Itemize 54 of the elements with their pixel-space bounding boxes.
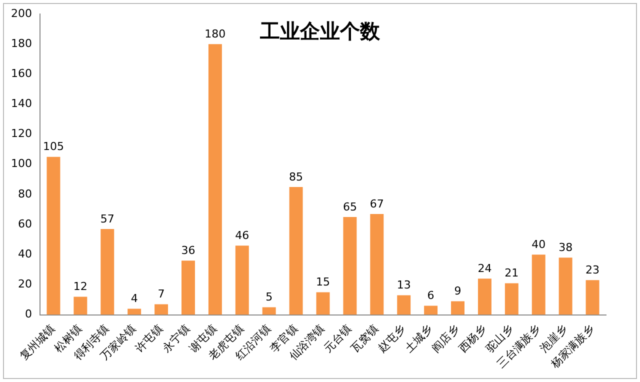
data-label: 4 <box>130 292 138 306</box>
y-tick-label: 0 <box>24 308 32 321</box>
data-label: 23 <box>586 264 600 277</box>
bar <box>74 296 88 315</box>
bar <box>289 186 303 315</box>
data-label: 6 <box>427 289 434 302</box>
y-tick-label: 200 <box>10 6 32 20</box>
bar <box>208 44 222 315</box>
data-label: 46 <box>235 228 250 242</box>
data-label: 40 <box>532 238 546 251</box>
y-tick-label: 180 <box>10 36 32 50</box>
data-label: 9 <box>454 284 462 298</box>
y-tick-label: 140 <box>10 97 32 110</box>
bar <box>235 246 249 315</box>
y-tick-label: 20 <box>18 278 32 291</box>
data-label: 5 <box>266 290 273 304</box>
y-tick-label: 160 <box>10 67 32 80</box>
y-tick-label: 120 <box>10 127 32 140</box>
bar <box>154 304 168 315</box>
bar <box>316 292 330 315</box>
y-tick-label: 80 <box>18 187 32 200</box>
data-label: 13 <box>396 278 411 292</box>
data-label: 12 <box>73 280 88 294</box>
bar <box>424 306 438 315</box>
y-tick-label: 100 <box>10 157 32 170</box>
data-label: 21 <box>504 266 519 280</box>
y-tick-label: 60 <box>18 217 32 230</box>
bar <box>46 156 60 315</box>
bar <box>262 307 276 315</box>
data-label: 36 <box>181 244 196 257</box>
bar <box>532 254 546 315</box>
bar <box>558 258 572 315</box>
bar <box>478 278 492 315</box>
data-label: 24 <box>478 262 492 276</box>
bar <box>181 260 195 315</box>
bar <box>370 214 384 315</box>
bar <box>504 283 518 315</box>
data-label: 85 <box>289 170 304 184</box>
data-label: 15 <box>316 276 330 289</box>
bar <box>343 217 357 315</box>
bar <box>586 280 600 315</box>
data-label: 180 <box>204 27 226 40</box>
bar <box>397 295 411 315</box>
data-label: 7 <box>158 288 165 301</box>
data-label: 57 <box>100 212 114 226</box>
bar <box>100 229 114 315</box>
y-tick-label: 40 <box>18 247 32 260</box>
chart-title: 工业企业个数 <box>260 19 380 43</box>
data-label: 38 <box>558 240 573 254</box>
data-label: 65 <box>342 200 357 214</box>
bar <box>128 308 142 315</box>
bar <box>451 301 464 315</box>
data-label: 67 <box>370 197 384 210</box>
data-label: 105 <box>42 140 64 154</box>
